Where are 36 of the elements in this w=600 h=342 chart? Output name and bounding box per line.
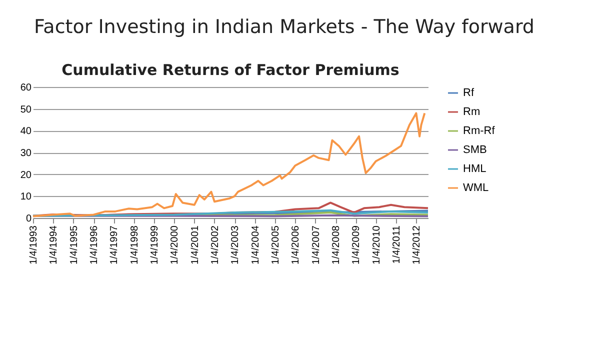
legend-label: WML [463, 182, 489, 194]
x-tick-label: 1/4/2007 [310, 225, 322, 264]
line-series [32, 112, 426, 218]
x-tick-label: 1/4/2001 [190, 225, 201, 264]
x-tick-label: 1/4/2006 [290, 225, 302, 264]
y-tick-label: 60 [20, 82, 32, 94]
x-tick-label: 1/4/2002 [210, 225, 221, 264]
legend-label: HML [463, 163, 486, 175]
y-tick-label: 40 [20, 126, 32, 138]
x-tick-label: 1/4/1993 [28, 225, 40, 264]
chart-subtitle: Cumulative Returns of Factor Premiums [62, 61, 400, 79]
x-tick-label: 1/4/2009 [351, 225, 362, 264]
x-tick-label: 1/4/1996 [89, 225, 100, 264]
x-tick-label: 1/4/1995 [68, 225, 80, 264]
x-tick-label: 1/4/2004 [250, 225, 262, 264]
legend-label: SMB [463, 144, 487, 156]
y-tick-label: 0 [26, 214, 32, 224]
x-tick-label: 1/4/2012 [412, 225, 423, 264]
chart-title: Factor Investing in Indian Markets - The Way forward [34, 16, 534, 38]
x-tick-label: 1/4/2010 [371, 225, 382, 264]
x-tick-label: 1/4/1994 [48, 225, 60, 264]
legend-label: Rm [463, 106, 480, 118]
legend-label: Rm-Rf [463, 125, 496, 137]
x-tick-label: 1/4/1998 [129, 225, 140, 264]
x-tick-label: 1/4/2003 [230, 225, 242, 264]
x-tick-label: 1/4/2011 [391, 225, 402, 264]
y-tick-label: 10 [20, 192, 32, 203]
y-tick-label: 30 [20, 148, 32, 159]
x-tick-label: 1/4/1999 [149, 225, 160, 264]
y-tick-label: 50 [20, 104, 32, 116]
y-tick-label: 20 [20, 170, 32, 181]
x-tick-label: 1/4/2000 [170, 225, 181, 264]
x-tick-label: 1/4/2005 [270, 225, 282, 264]
legend-label: Rf [463, 87, 475, 99]
x-tick-label: 1/4/1997 [109, 225, 120, 264]
x-tick-label: 1/4/2008 [331, 225, 342, 264]
